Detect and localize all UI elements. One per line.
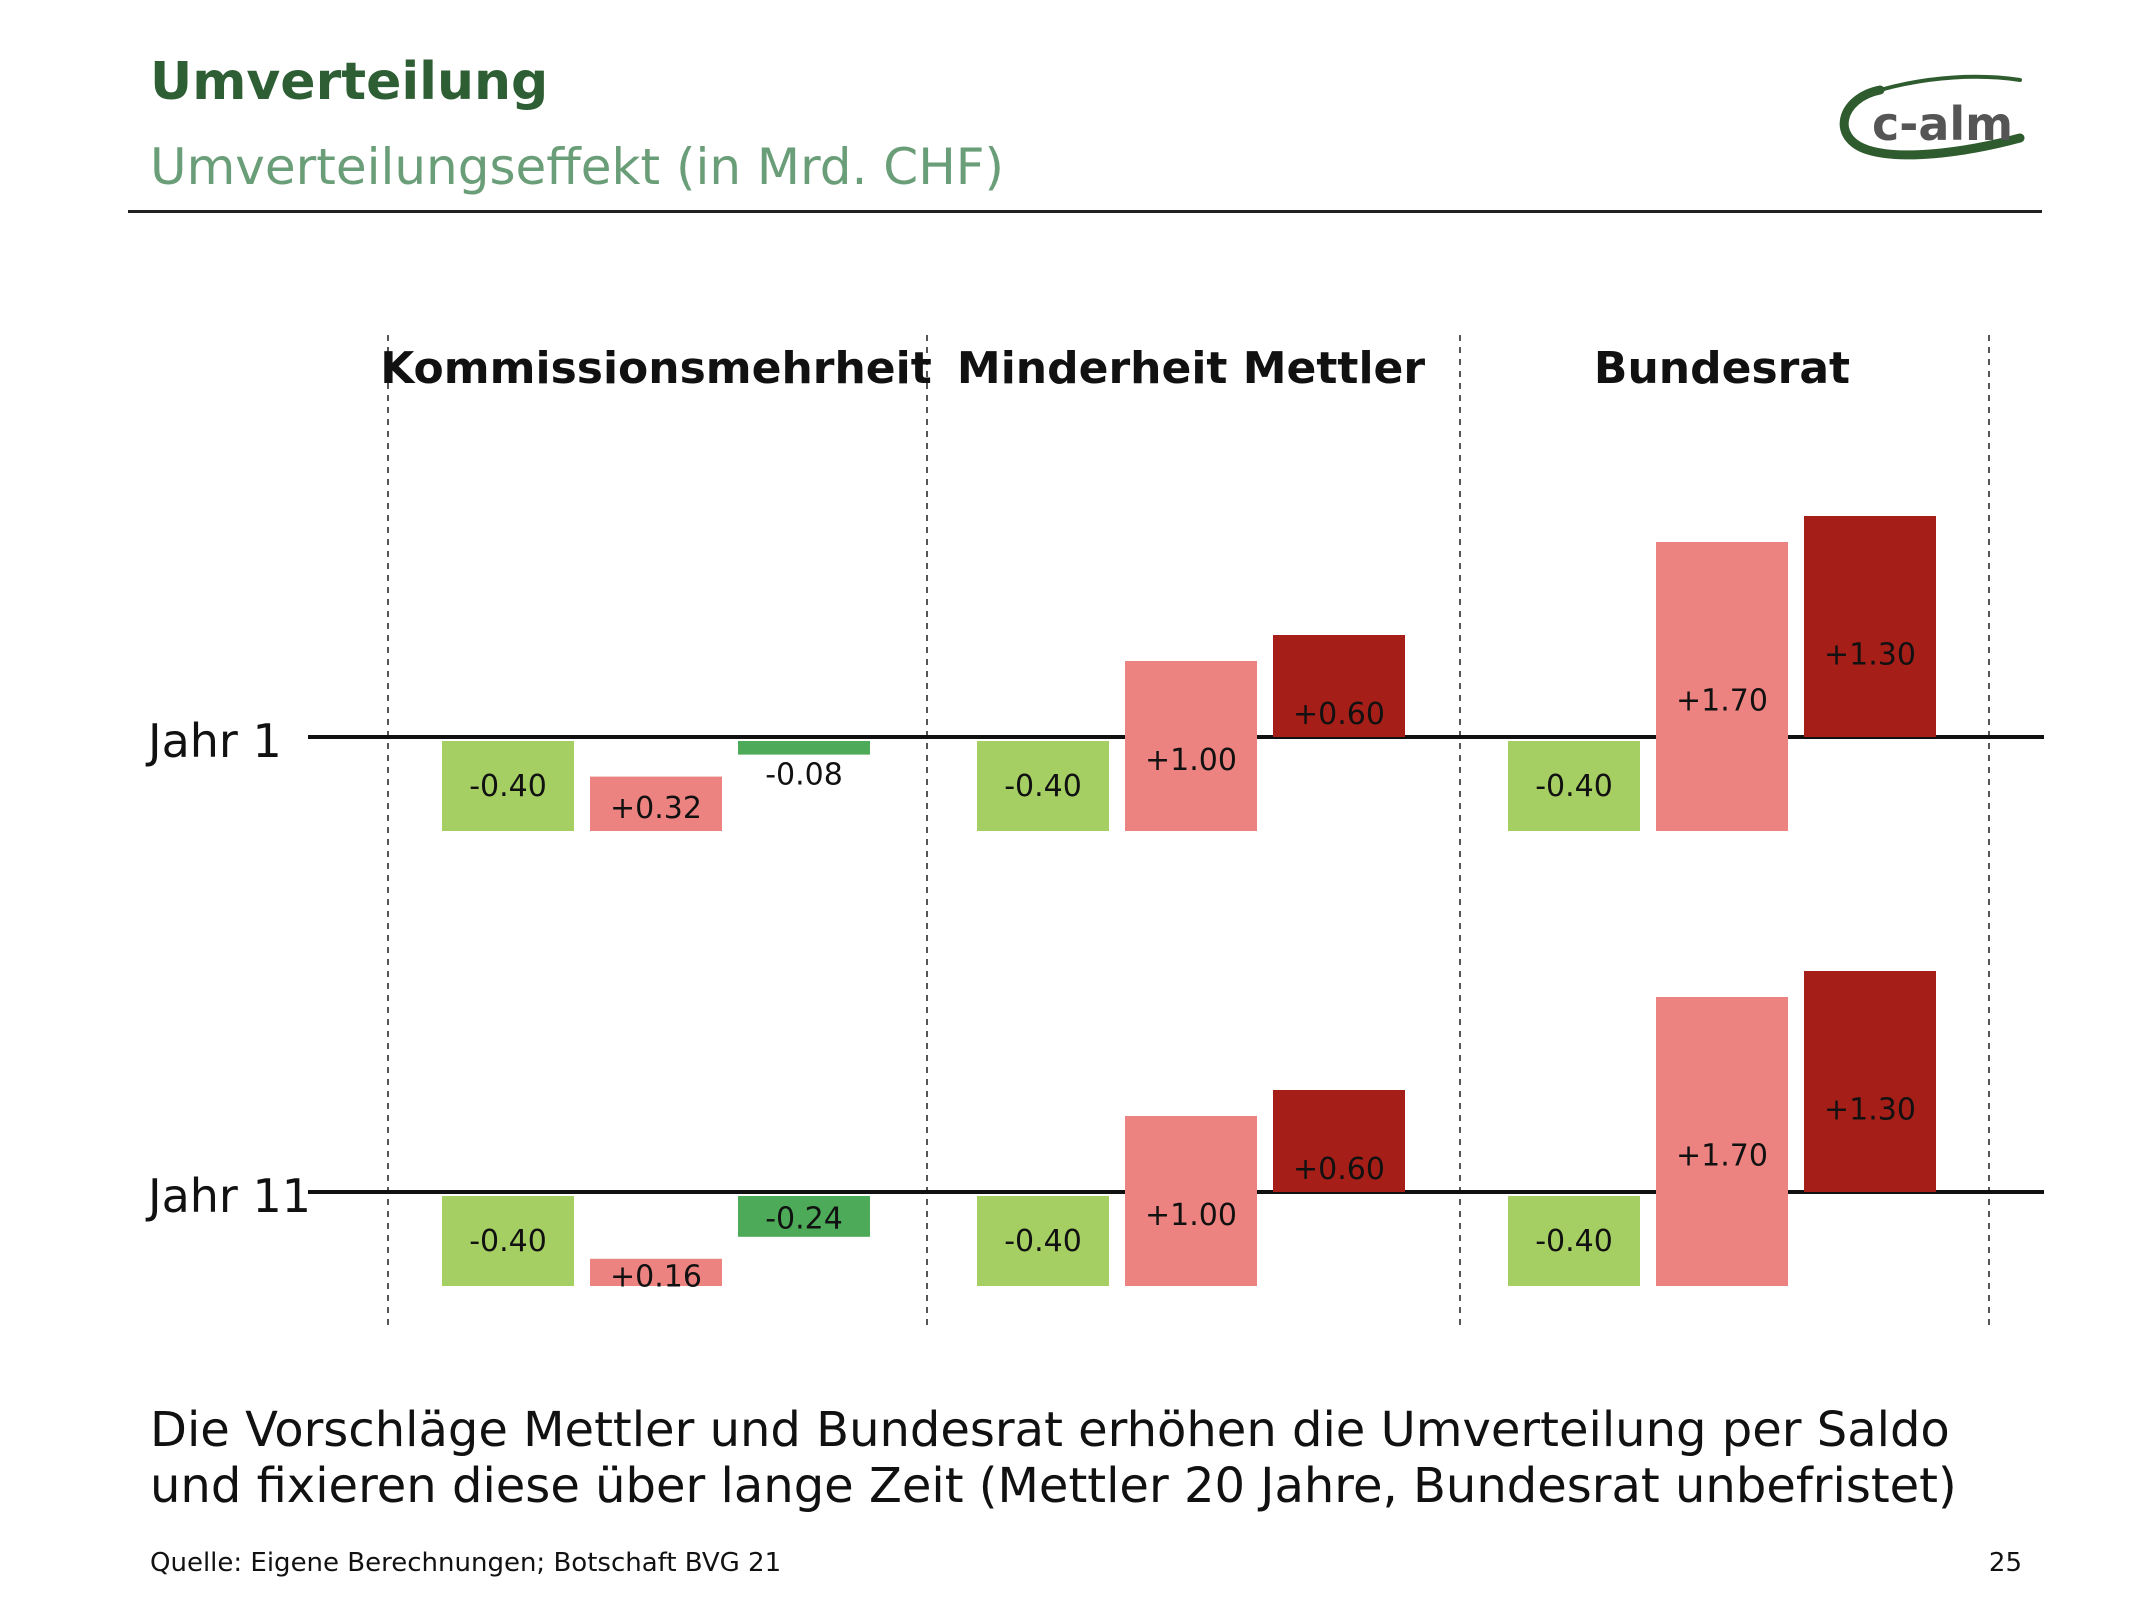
bar-value-label: -0.40 <box>469 1224 547 1259</box>
bar <box>442 1196 574 1286</box>
bar <box>738 741 870 755</box>
bar-value-label: +0.16 <box>610 1259 702 1294</box>
group-header-kommissionsmehrheit: Kommissionsmehrheit <box>380 343 932 394</box>
bar-value-label: +1.70 <box>1676 684 1768 719</box>
bar <box>1804 971 1936 1192</box>
row-label-jahr-1: Jahr 1 <box>145 714 282 768</box>
bar-value-label: -0.40 <box>1004 769 1082 804</box>
bar <box>1273 1090 1405 1192</box>
bar <box>1804 516 1936 737</box>
bar-value-label: +1.30 <box>1824 1093 1916 1128</box>
bar <box>1656 997 1788 1286</box>
bar <box>738 1196 870 1237</box>
page-subtitle: Umverteilungseffekt (in Mrd. CHF) <box>150 138 1005 196</box>
page-title: Umverteilung <box>150 52 549 112</box>
bar <box>1508 741 1640 831</box>
takeaway-text: Die Vorschläge Mettler und Bundesrat erh… <box>150 1402 1957 1514</box>
bar <box>977 741 1109 831</box>
source-note: Quelle: Eigene Berechnungen; Botschaft B… <box>150 1548 782 1578</box>
bar-value-label: +1.70 <box>1676 1139 1768 1174</box>
bar <box>590 776 722 831</box>
bar-value-label: -0.08 <box>765 758 843 793</box>
logo-text: c-alm <box>1872 97 2013 151</box>
bar-value-label: +0.32 <box>610 791 702 826</box>
bar <box>1125 661 1257 831</box>
bar-value-label: +1.00 <box>1145 743 1237 778</box>
bar <box>590 1258 722 1286</box>
page-number: 25 <box>1988 1548 2022 1578</box>
bar-value-label: -0.40 <box>469 769 547 804</box>
bar <box>442 741 574 831</box>
bar-value-label: -0.40 <box>1535 769 1613 804</box>
bar <box>1273 635 1405 737</box>
group-header-minderheit-mettler: Minderheit Mettler <box>957 343 1425 394</box>
bar-value-label: -0.40 <box>1535 1224 1613 1259</box>
bar <box>1508 1196 1640 1286</box>
redistribution-chart: Kommissionsmehrheit Minderheit Mettler Bun… <box>145 335 2044 1325</box>
group-header-bundesrat: Bundesrat <box>1594 343 1850 394</box>
bar-value-label: -0.40 <box>1004 1224 1082 1259</box>
row-label-jahr-11: Jahr 11 <box>145 1169 311 1223</box>
bar-value-label: +0.60 <box>1293 697 1385 732</box>
bar-value-label: +1.30 <box>1824 638 1916 673</box>
bar <box>1125 1116 1257 1286</box>
calm-logo: c-alm <box>1839 74 2025 160</box>
bar-value-label: -0.24 <box>765 1201 843 1236</box>
bar-value-label: +1.00 <box>1145 1198 1237 1233</box>
bar <box>1656 542 1788 831</box>
bar <box>977 1196 1109 1286</box>
header-rule <box>128 210 2042 213</box>
bar-value-label: +0.60 <box>1293 1152 1385 1187</box>
